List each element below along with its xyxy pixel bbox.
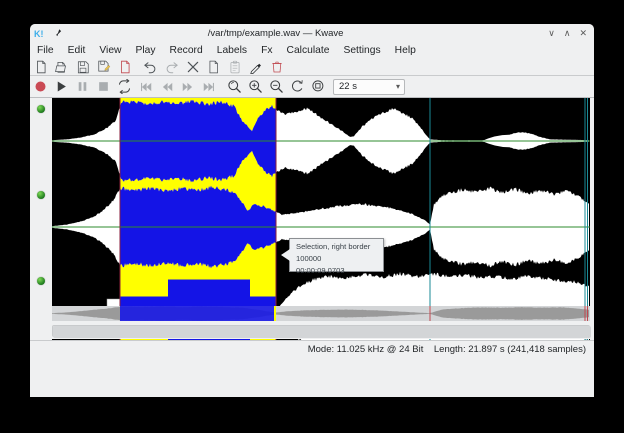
svg-text:K!: K! [34,28,43,38]
